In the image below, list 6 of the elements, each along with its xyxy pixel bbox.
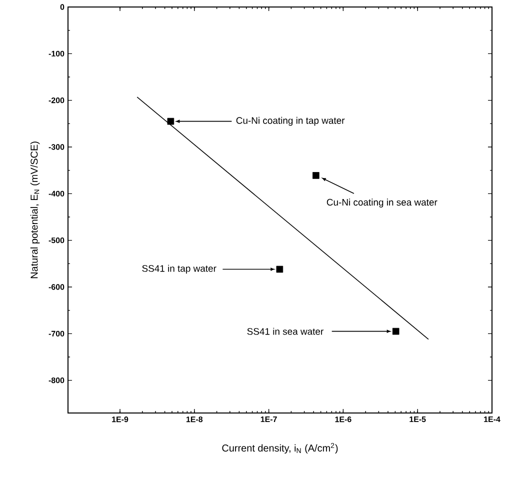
annotation: SS41 in sea water: [247, 328, 324, 335]
x-axis-title: Current density, i$_{N}$ (A/cm$^{2}$): [222, 443, 338, 454]
annotation: Cu-Ni coating in tap water: [236, 116, 345, 126]
annotation: SS41 in tap water: [142, 264, 216, 274]
y-axis-title: Natural potential, E$_{N}$ (mV/SCE): [30, 142, 40, 278]
annotation: Cu-Ni coating in sea water: [326, 198, 438, 208]
